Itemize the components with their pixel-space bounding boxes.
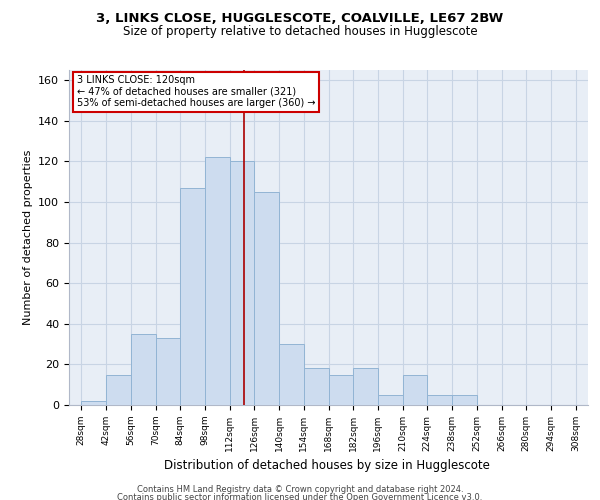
Bar [403, 374, 427, 405]
Bar [106, 374, 131, 405]
Bar [230, 162, 254, 405]
Bar [427, 395, 452, 405]
Bar [131, 334, 155, 405]
Bar [82, 401, 106, 405]
Bar [452, 395, 477, 405]
Bar [329, 374, 353, 405]
Bar [180, 188, 205, 405]
Text: Contains HM Land Registry data © Crown copyright and database right 2024.: Contains HM Land Registry data © Crown c… [137, 485, 463, 494]
Text: 3, LINKS CLOSE, HUGGLESCOTE, COALVILLE, LE67 2BW: 3, LINKS CLOSE, HUGGLESCOTE, COALVILLE, … [97, 12, 503, 26]
Bar [254, 192, 279, 405]
Bar [353, 368, 378, 405]
Bar [155, 338, 180, 405]
Text: 3 LINKS CLOSE: 120sqm
← 47% of detached houses are smaller (321)
53% of semi-det: 3 LINKS CLOSE: 120sqm ← 47% of detached … [77, 75, 315, 108]
Bar [304, 368, 329, 405]
Text: Contains public sector information licensed under the Open Government Licence v3: Contains public sector information licen… [118, 494, 482, 500]
Bar [205, 158, 230, 405]
Text: Distribution of detached houses by size in Hugglescote: Distribution of detached houses by size … [164, 460, 490, 472]
Bar [279, 344, 304, 405]
Text: Size of property relative to detached houses in Hugglescote: Size of property relative to detached ho… [122, 25, 478, 38]
Bar [378, 395, 403, 405]
Y-axis label: Number of detached properties: Number of detached properties [23, 150, 32, 325]
